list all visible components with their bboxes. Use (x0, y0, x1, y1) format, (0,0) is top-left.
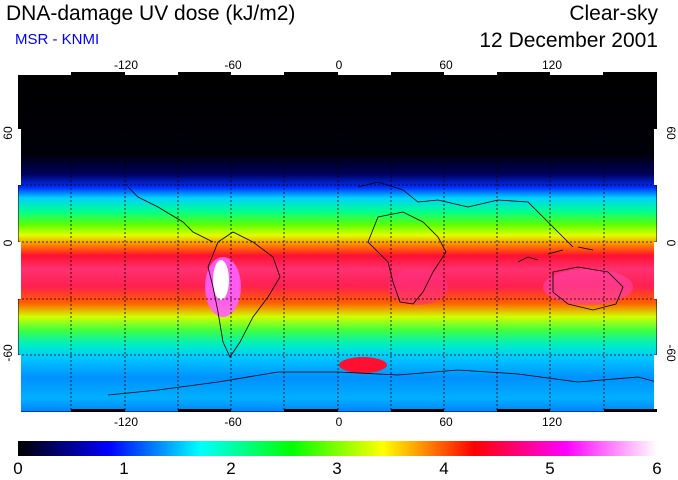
lon-top-label: -60 (224, 58, 242, 72)
colorbar-fill (18, 441, 657, 456)
uv-dose-map (18, 72, 657, 412)
colorbar-label: 5 (545, 459, 555, 478)
lat-left-label: 60 (1, 126, 15, 140)
graticule (18, 72, 657, 412)
map-subtitle: MSR - KNMI (15, 31, 100, 48)
lon-top-label: -120 (113, 58, 139, 72)
lon-bottom-label: -120 (113, 415, 139, 429)
sky-condition: Clear-sky (569, 2, 658, 25)
colorbar-label: 1 (119, 459, 129, 478)
colorbar-label: 6 (652, 459, 662, 478)
high-uv-australia (543, 269, 633, 305)
lon-top-label: 120 (541, 58, 563, 72)
colorbar (18, 441, 657, 456)
lon-top-label: 0 (335, 58, 343, 72)
peak-uv-andes (213, 260, 229, 300)
uv-field (18, 72, 657, 412)
colorbar-label: 4 (439, 459, 449, 478)
lon-bottom-label: 60 (439, 415, 453, 429)
lon-bottom-label: 0 (335, 415, 343, 429)
colorbar-label: 3 (332, 459, 342, 478)
map-date: 12 December 2001 (479, 29, 658, 52)
map-title: DNA-damage UV dose (kJ/m2) (6, 2, 296, 25)
colorbar-label: 2 (226, 459, 236, 478)
lat-left-label: 0 (1, 239, 15, 247)
lon-bottom-label: -60 (224, 415, 242, 429)
coastlines (107, 181, 657, 396)
lat-left-label: -60 (1, 344, 15, 362)
lat-right-label: 0 (664, 239, 678, 247)
colorbar-label: 0 (13, 459, 23, 478)
lat-right-label: 60 (664, 126, 678, 140)
high-uv-south-atlantic (339, 357, 387, 373)
lon-bottom-label: 120 (541, 415, 563, 429)
lat-right-label: -60 (664, 344, 678, 362)
map-border (18, 72, 657, 412)
lon-top-label: 60 (439, 58, 453, 72)
high-uv-africa (388, 269, 448, 305)
